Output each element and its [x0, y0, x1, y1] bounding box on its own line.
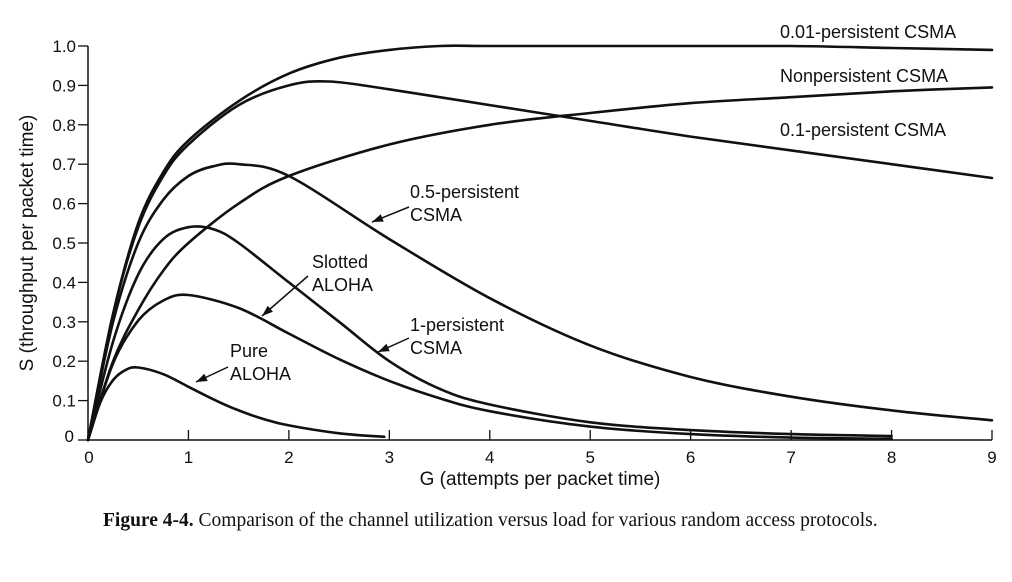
- y-tick-label: 0.3: [52, 313, 76, 332]
- curve-0-01-persistent-csma: [86, 44, 994, 442]
- x-tick-label: 7: [786, 448, 795, 467]
- x-tick-label: 2: [284, 448, 293, 467]
- curve-1-persistent-csma: [86, 225, 893, 442]
- y-tick-label: 0.9: [52, 76, 76, 95]
- y-axis-title: S (throughput per packet time): [17, 115, 38, 372]
- y-tick-label: 0.4: [52, 273, 76, 292]
- arrowhead: [372, 214, 384, 222]
- label-0-01-persistent-csma: 0.01-persistent CSMA: [780, 22, 956, 42]
- x-tick-label: 0: [84, 448, 93, 467]
- y-tick-label: 0.5: [52, 234, 76, 253]
- throughput-chart: 0 0.1 0.2 0.3 0.4 0.5 0.6 0.7 0.8 0.9 1.0 0 1 2 3 4 5 6 7…: [17, 22, 997, 490]
- x-tick-label: 8: [887, 448, 896, 467]
- series-labels: 0.01-persistent CSMA Nonpersistent CSMA 0.…: [195, 22, 956, 384]
- curve-0-1-persistent-csma: [86, 79, 994, 442]
- curve-0-5-persistent-csma: [86, 162, 994, 442]
- label-0-1-persistent-csma: 0.1-persistent CSMA: [780, 120, 946, 140]
- x-tick-label: 9: [987, 448, 996, 467]
- y-tick-label: 0.8: [52, 116, 76, 135]
- y-tick-label: 1.0: [52, 37, 76, 56]
- label-slotted-aloha: Slotted: [312, 252, 368, 272]
- x-tick-label: 1: [184, 448, 193, 467]
- label-1-persistent-csma: CSMA: [410, 338, 462, 358]
- curve-nonpersistent-csma: [86, 86, 994, 442]
- label-slotted-aloha: ALOHA: [312, 275, 373, 295]
- figure-caption-text: Comparison of the channel utilization ve…: [198, 510, 878, 531]
- label-0-5-persistent-csma: 0.5-persistent: [410, 182, 519, 202]
- x-axis-title: G (attempts per packet time): [420, 469, 661, 490]
- y-tick-label: 0.6: [52, 195, 76, 214]
- y-tick-label: 0.7: [52, 155, 76, 174]
- y-tick-label: 0: [65, 427, 74, 446]
- curve-pure-aloha: [86, 365, 386, 442]
- y-tick-label: 0.2: [52, 352, 76, 371]
- figure-caption: Figure 4-4. Comparison of the channel ut…: [103, 508, 893, 534]
- label-pure-aloha: ALOHA: [230, 364, 291, 384]
- x-tick-label: 6: [686, 448, 695, 467]
- arrowhead: [262, 305, 273, 316]
- arrowhead: [196, 373, 208, 382]
- arrowhead: [378, 343, 390, 352]
- label-nonpersistent-csma: Nonpersistent CSMA: [780, 66, 948, 86]
- label-1-persistent-csma: 1-persistent: [410, 315, 504, 335]
- y-axis: 0 0.1 0.2 0.3 0.4 0.5 0.6 0.7 0.8 0.9 1.0: [52, 37, 89, 446]
- y-tick-label: 0.1: [52, 392, 76, 411]
- curve-slotted-aloha: [86, 293, 893, 442]
- x-tick-label: 4: [485, 448, 494, 467]
- x-tick-label: 3: [385, 448, 394, 467]
- label-pure-aloha: Pure: [230, 341, 268, 361]
- x-tick-label: 5: [585, 448, 594, 467]
- series-curves: [86, 44, 994, 442]
- figure-caption-label: Figure 4-4.: [103, 510, 194, 531]
- label-0-5-persistent-csma: CSMA: [410, 205, 462, 225]
